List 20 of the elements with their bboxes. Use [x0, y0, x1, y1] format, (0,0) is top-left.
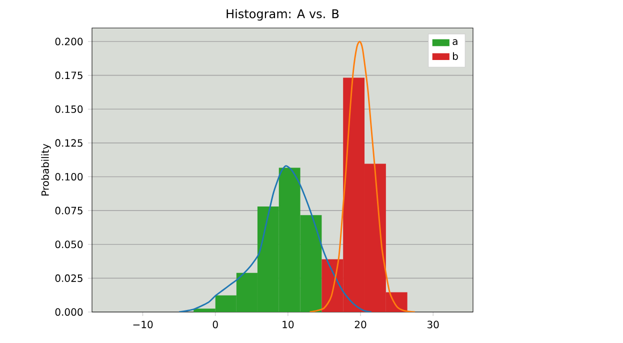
y-tick-label: 0.000	[55, 308, 83, 316]
y-tick-label: 0.075	[55, 206, 82, 214]
legend-label: a	[452, 39, 458, 46]
x-tick-label: −10	[133, 320, 153, 328]
y-tick-label: 0.050	[55, 240, 83, 248]
y-tick-label: 0.150	[55, 105, 83, 113]
legend-label: b	[453, 52, 458, 60]
y-axis-title: Probability	[41, 144, 51, 196]
x-tick-label: 10	[282, 320, 294, 328]
x-tick-label: 20	[354, 320, 366, 328]
line-series	[308, 40, 416, 312]
chart-title: Histogram: A vs. B	[226, 9, 339, 21]
y-tick-label: 0.125	[55, 139, 82, 147]
line-series	[178, 165, 372, 312]
x-tick-label: 0	[212, 320, 218, 328]
y-tick-label: 0.025	[55, 274, 82, 282]
y-tick-label: 0.100	[55, 172, 83, 181]
y-tick-label: 0.175	[55, 72, 82, 80]
x-tick-label: 30	[427, 320, 439, 328]
y-tick-label: 0.200	[55, 38, 83, 46]
